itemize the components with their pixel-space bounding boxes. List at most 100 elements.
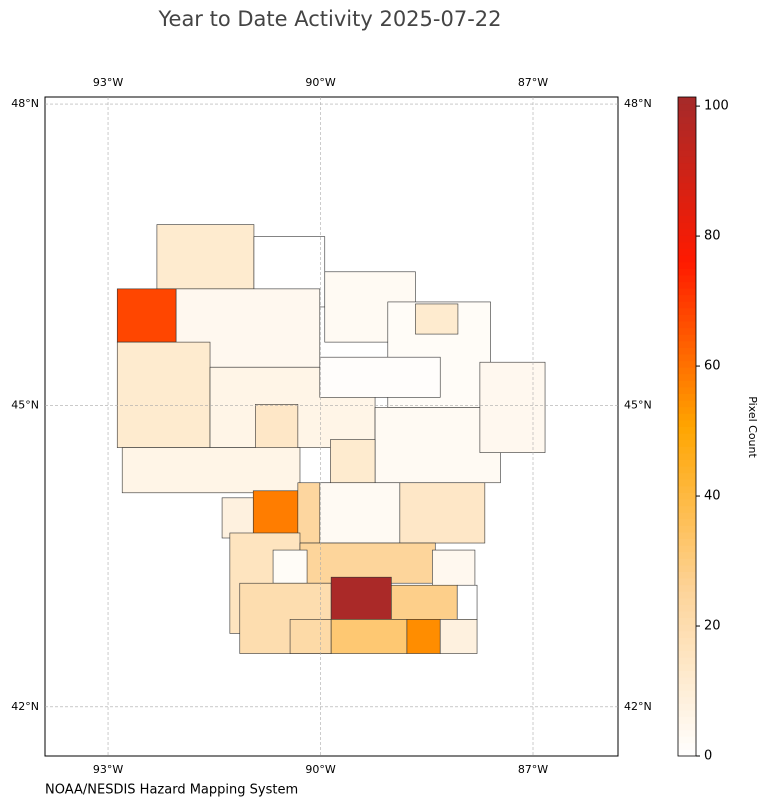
colorbar-segment bbox=[678, 505, 696, 513]
colorbar-segment bbox=[678, 235, 696, 243]
lon-label: 93°W bbox=[93, 763, 123, 776]
colorbar-segment bbox=[678, 663, 696, 671]
colorbar-tick-label: 0 bbox=[704, 749, 712, 764]
colorbar-segment bbox=[678, 327, 696, 335]
colorbar-segment bbox=[678, 419, 696, 427]
lon-label: 90°W bbox=[305, 76, 335, 89]
region bbox=[330, 439, 376, 484]
colorbar-segment bbox=[678, 281, 696, 289]
colorbar-segment bbox=[678, 571, 696, 579]
colorbar-segment bbox=[678, 143, 696, 151]
region bbox=[432, 549, 476, 589]
colorbar-segment bbox=[678, 545, 696, 553]
colorbar-segment bbox=[678, 591, 696, 599]
colorbar-segment bbox=[678, 479, 696, 487]
colorbar-segment bbox=[678, 347, 696, 355]
colorbar-segment bbox=[678, 255, 696, 263]
lon-label: 87°W bbox=[518, 763, 548, 776]
colorbar-segment bbox=[678, 676, 696, 685]
colorbar-segment bbox=[678, 518, 696, 526]
region bbox=[116, 341, 211, 448]
colorbar-tick-label: 80 bbox=[704, 229, 721, 244]
colorbar-segment bbox=[678, 558, 696, 566]
credit: NOAA/NESDIS Hazard Mapping System bbox=[45, 783, 298, 798]
colorbar-segment bbox=[678, 485, 696, 493]
colorbar-segment bbox=[678, 169, 696, 177]
lat-label: 42°N bbox=[624, 700, 652, 713]
colorbar-segment bbox=[678, 512, 696, 520]
region bbox=[299, 542, 436, 584]
colorbar-segment bbox=[678, 578, 696, 586]
colorbar-segment bbox=[678, 321, 696, 329]
colorbar-segment bbox=[678, 551, 696, 559]
colorbar-segment bbox=[678, 466, 696, 474]
colorbar-segment bbox=[678, 657, 696, 665]
colorbar-segment bbox=[678, 301, 696, 309]
colorbar-segment bbox=[678, 110, 696, 118]
region bbox=[252, 490, 299, 535]
colorbar-frame bbox=[677, 96, 697, 757]
colorbar-segment bbox=[678, 360, 696, 368]
colorbar-segment bbox=[678, 241, 696, 250]
colorbar-segment bbox=[678, 97, 696, 105]
colorbar-segment bbox=[678, 380, 696, 388]
colorbar-segment bbox=[678, 162, 696, 170]
region bbox=[456, 584, 478, 620]
colorbar-tick-label: 40 bbox=[704, 489, 721, 504]
colorbar-segment bbox=[678, 604, 696, 612]
colorbar-segment bbox=[678, 136, 696, 144]
colorbar-segment bbox=[678, 597, 696, 605]
colorbar-segment bbox=[678, 492, 696, 500]
region bbox=[391, 584, 458, 620]
region bbox=[319, 356, 441, 398]
region bbox=[406, 619, 441, 654]
colorbar-segment bbox=[678, 149, 696, 157]
region bbox=[272, 549, 308, 584]
lat-label: 45°N bbox=[624, 398, 652, 411]
colorbar-segment bbox=[678, 703, 696, 711]
colorbar-segment bbox=[678, 498, 696, 507]
colorbar-segment bbox=[678, 696, 696, 704]
colorbar-segment bbox=[678, 215, 696, 223]
colorbar-segment bbox=[678, 386, 696, 395]
colorbar-segment bbox=[678, 564, 696, 572]
colorbar-label: Pixel Count bbox=[746, 396, 759, 458]
colorbar-segment bbox=[678, 452, 696, 460]
lon-label: 87°W bbox=[518, 76, 548, 89]
colorbar-segment bbox=[678, 103, 696, 111]
region bbox=[439, 619, 478, 654]
colorbar-segment bbox=[678, 176, 696, 184]
colorbar-segment bbox=[678, 472, 696, 480]
colorbar-segment bbox=[678, 274, 696, 283]
colorbar-segment bbox=[678, 334, 696, 342]
lat-label: 42°N bbox=[11, 700, 39, 713]
colorbar-segment bbox=[678, 294, 696, 302]
colorbar-segment bbox=[678, 709, 696, 717]
colorbar-segment bbox=[678, 261, 696, 269]
colorbar-segment bbox=[678, 723, 696, 731]
colorbar-segment bbox=[678, 367, 696, 375]
region bbox=[121, 447, 301, 494]
colorbar-segment bbox=[678, 400, 696, 408]
colorbar-segment bbox=[678, 538, 696, 546]
colorbar-segment bbox=[678, 373, 696, 381]
colorbar-segment bbox=[678, 116, 696, 124]
lon-label: 93°W bbox=[93, 76, 123, 89]
colorbar-segment bbox=[678, 643, 696, 652]
colorbar-segment bbox=[678, 195, 696, 203]
region bbox=[319, 482, 401, 544]
colorbar-segment bbox=[678, 268, 696, 276]
lon-label: 90°W bbox=[305, 763, 335, 776]
colorbar-segment bbox=[678, 228, 696, 236]
colorbar-segment bbox=[678, 222, 696, 230]
colorbar-segment bbox=[678, 413, 696, 421]
colorbar-segment bbox=[678, 393, 696, 401]
colorbar-segment bbox=[678, 531, 696, 540]
colorbar-segment bbox=[678, 248, 696, 256]
colorbar-segment bbox=[678, 716, 696, 724]
map-frame bbox=[44, 96, 619, 757]
lat-label: 48°N bbox=[11, 97, 39, 110]
colorbar-segment bbox=[678, 459, 696, 467]
lat-label: 45°N bbox=[11, 398, 39, 411]
colorbar-segment bbox=[678, 189, 696, 197]
